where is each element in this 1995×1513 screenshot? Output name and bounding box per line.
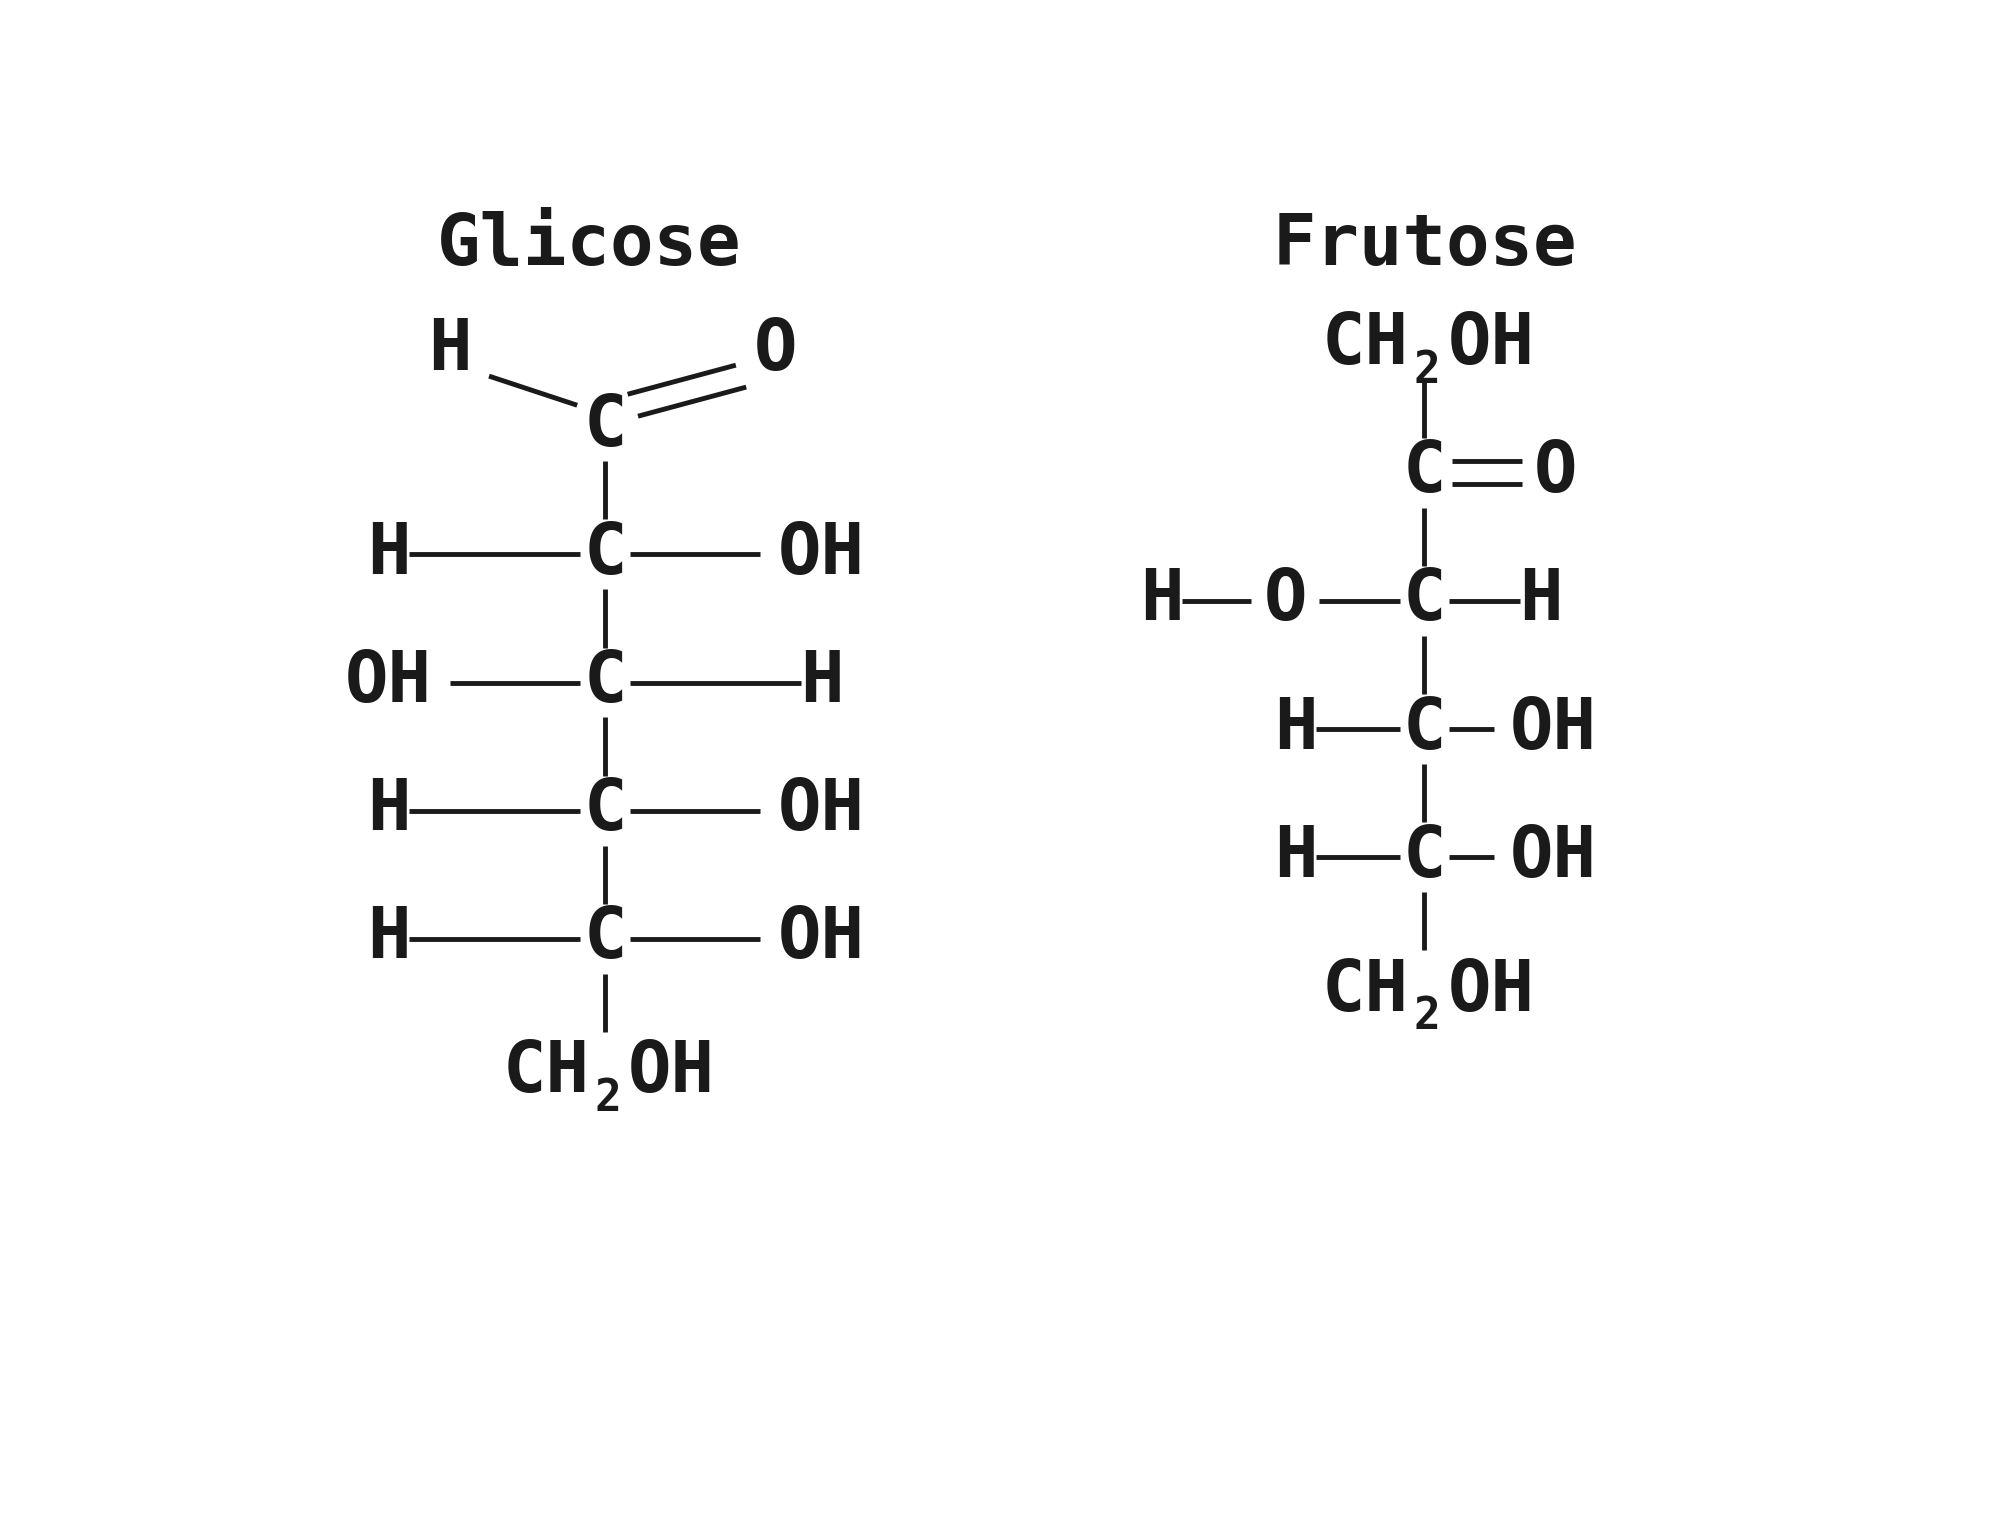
Text: H: H [800,648,844,717]
Text: 2: 2 [1414,996,1440,1038]
Text: C: C [583,776,626,846]
Text: C: C [583,520,626,589]
Text: OH: OH [1510,694,1596,764]
Text: OH: OH [1510,823,1596,891]
Text: H: H [367,520,411,589]
Text: C: C [583,648,626,717]
Text: H: H [1518,566,1562,635]
Text: H: H [367,905,411,973]
Text: Frutose: Frutose [1273,212,1576,280]
Text: H: H [1275,694,1319,764]
Text: H: H [1275,823,1319,891]
Text: C: C [1402,823,1446,891]
Text: C: C [583,392,626,461]
Text: 2: 2 [1414,350,1440,392]
Text: C: C [583,905,626,973]
Text: 2: 2 [595,1077,620,1120]
Text: O: O [1263,566,1307,635]
Text: OH: OH [778,905,866,973]
Text: H: H [367,776,411,846]
Text: CH: CH [1323,310,1408,380]
Text: Glicose: Glicose [437,212,742,280]
Text: O: O [1534,439,1578,507]
Text: C: C [1402,439,1446,507]
Text: OH: OH [628,1038,714,1108]
Text: OH: OH [1448,310,1534,380]
Text: H: H [1139,566,1183,635]
Text: OH: OH [1448,956,1534,1026]
Text: OH: OH [345,648,433,717]
Text: CH: CH [503,1038,591,1108]
Text: C: C [1402,694,1446,764]
Text: CH: CH [1323,956,1408,1026]
Text: C: C [1402,566,1446,635]
Text: OH: OH [778,520,866,589]
Text: OH: OH [778,776,866,846]
Text: O: O [754,316,796,384]
Text: H: H [429,316,473,384]
